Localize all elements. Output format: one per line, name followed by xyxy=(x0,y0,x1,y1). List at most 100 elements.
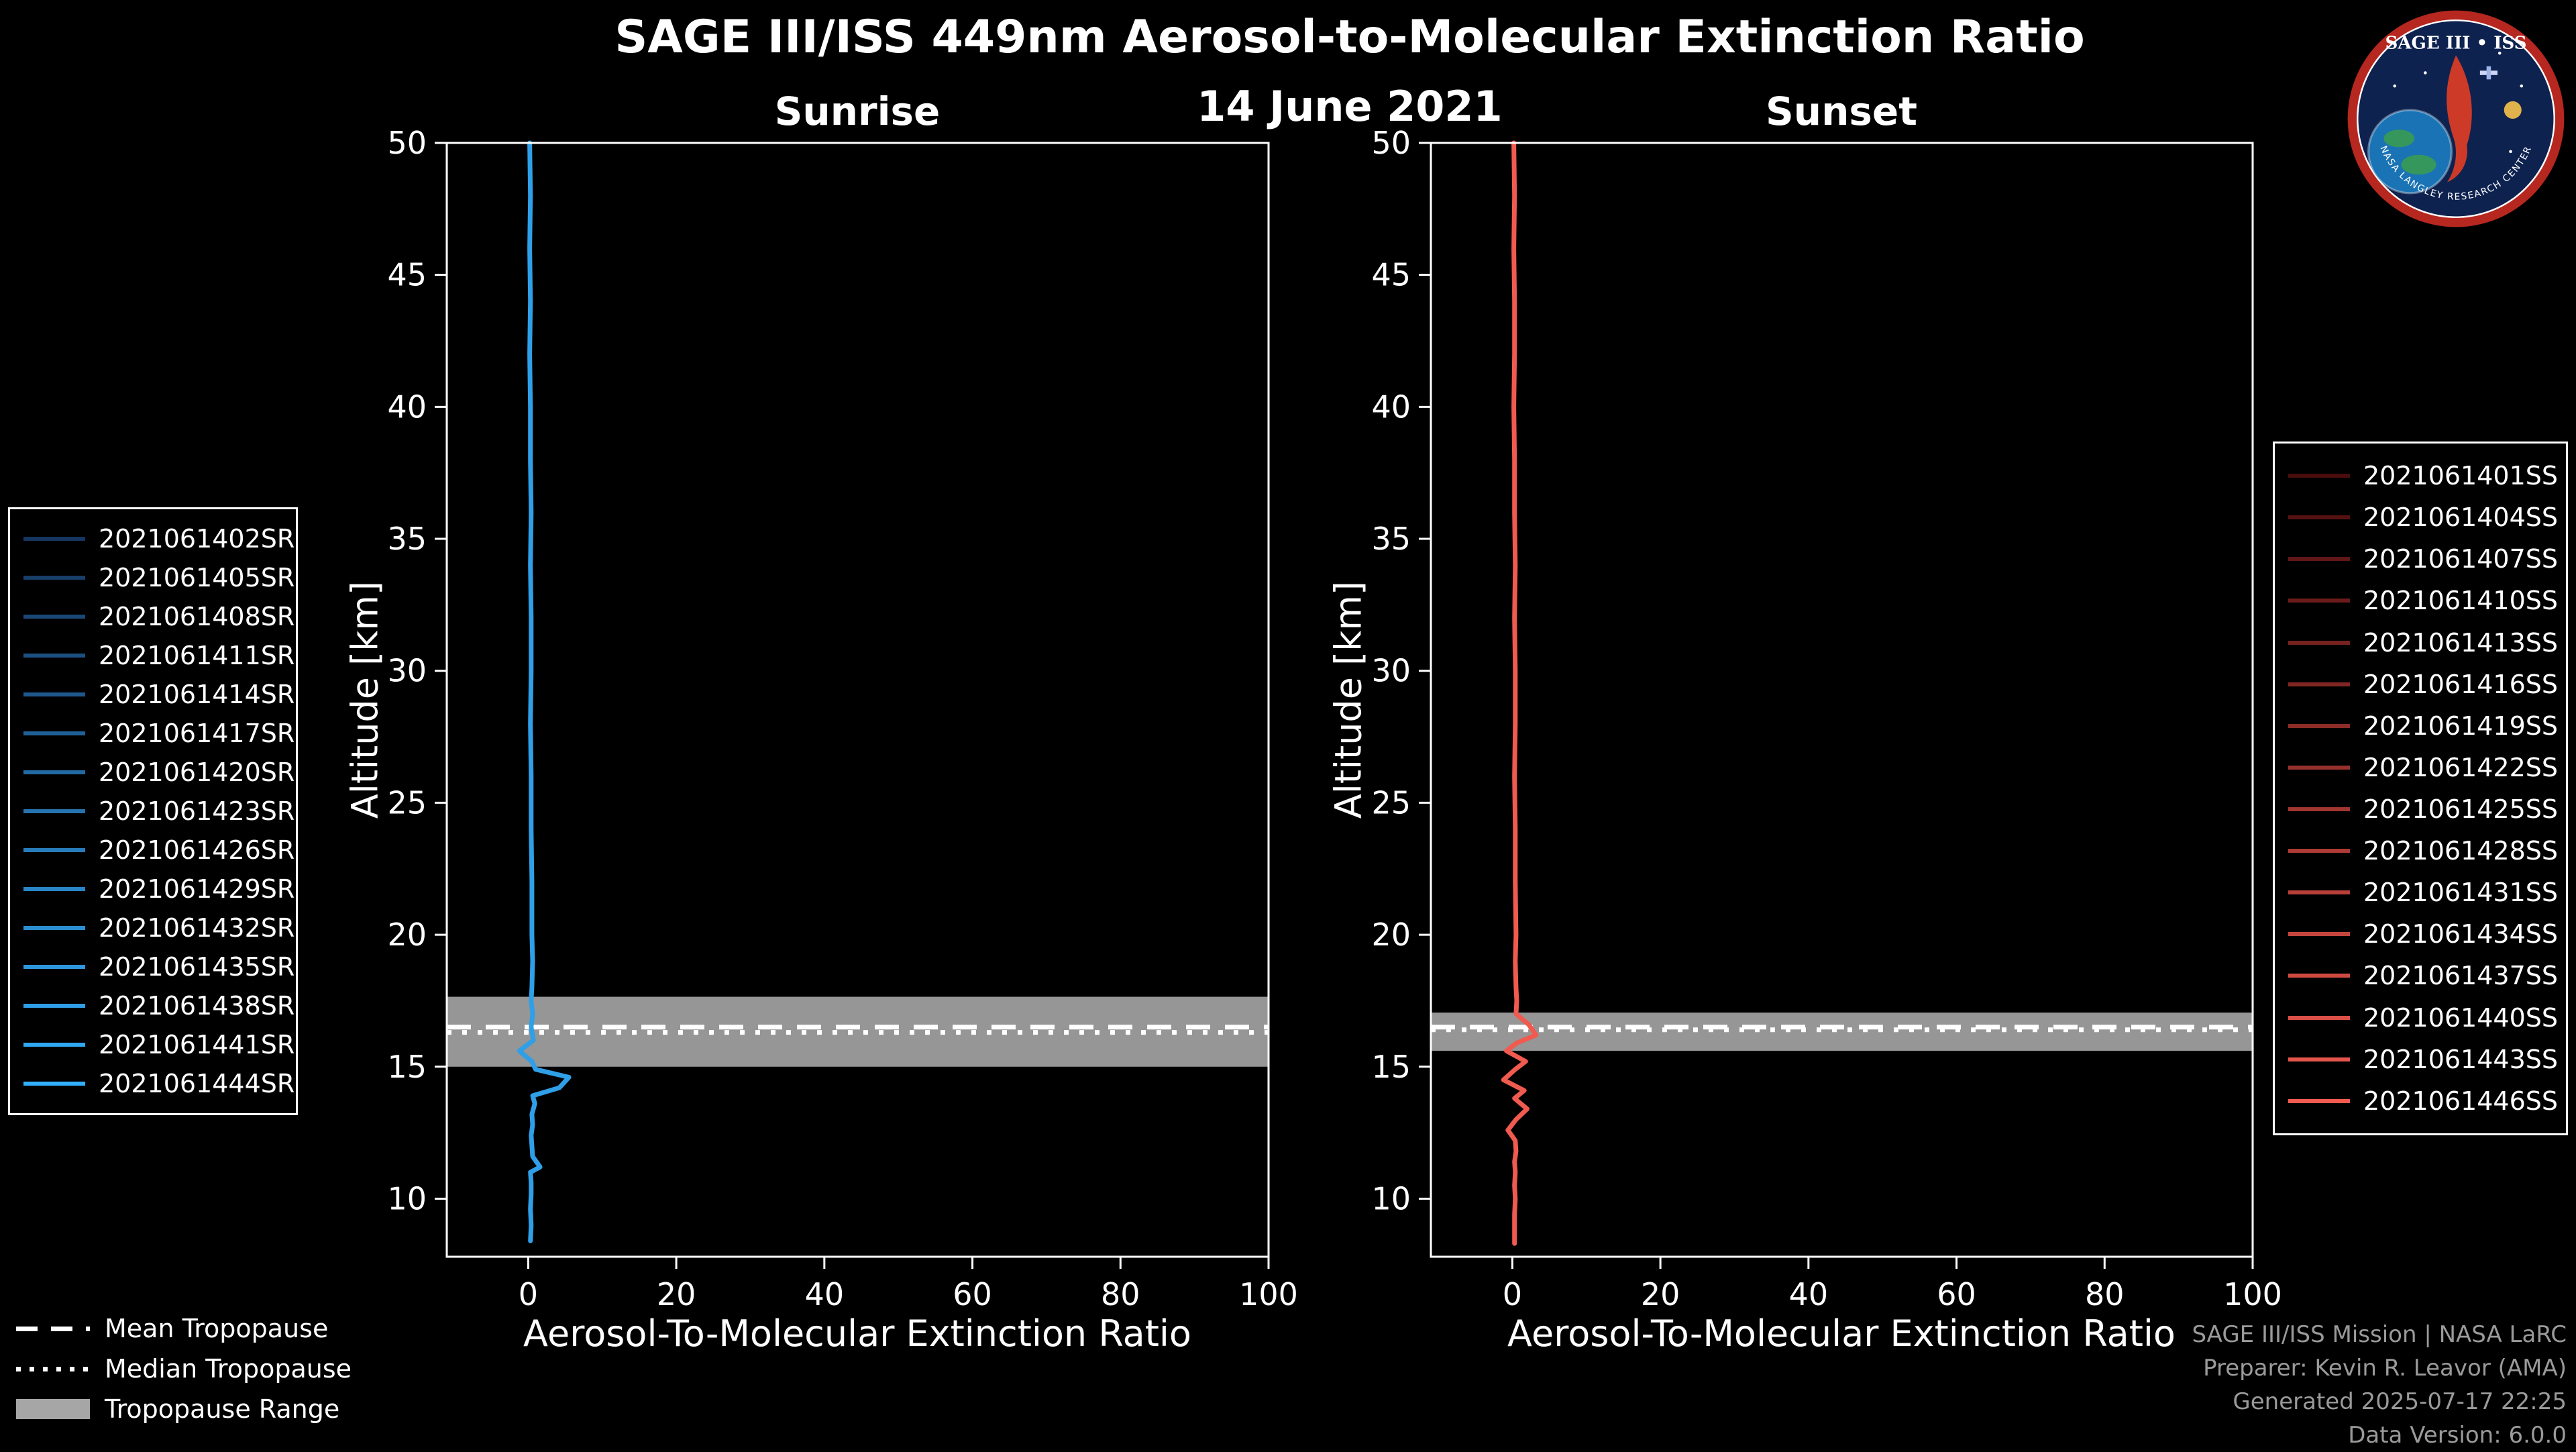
y-tick-label: 10 xyxy=(1371,1180,1411,1216)
x-tick-label: 0 xyxy=(1503,1276,1522,1312)
median-tropopause-label: Median Tropopause xyxy=(105,1354,352,1384)
mean-tropopause-dashed-swatch xyxy=(16,1326,90,1331)
legend-item: 2021061416SS xyxy=(2288,670,2566,699)
mean-tropopause-label: Mean Tropopause xyxy=(105,1314,329,1343)
legend-line-swatch xyxy=(2288,474,2350,478)
legend-line-swatch xyxy=(2288,640,2350,645)
legend-line-swatch xyxy=(2288,849,2350,853)
x-tick-label: 40 xyxy=(805,1276,845,1312)
legend-event-label: 2021061443SS xyxy=(2363,1044,2559,1074)
legend-event-label: 2021061425SS xyxy=(2363,794,2559,824)
legend-item: 2021061444SR xyxy=(23,1069,296,1098)
legend-item: 2021061426SR xyxy=(23,835,296,865)
y-tick-label: 15 xyxy=(1371,1049,1411,1085)
legend-line-swatch xyxy=(23,887,85,891)
legend-event-label: 2021061411SR xyxy=(99,641,295,670)
x-tick-label: 80 xyxy=(2085,1276,2125,1312)
legend-event-label: 2021061404SS xyxy=(2363,503,2559,533)
legend-line-swatch xyxy=(23,848,85,852)
legend-event-label: 2021061402SR xyxy=(99,524,295,554)
page-title: SAGE III/ISS 449nm Aerosol-to-Molecular … xyxy=(614,11,2085,64)
legend-line-swatch xyxy=(23,576,85,580)
sage-iii-iss-logo: SAGE III • ISS NASA LANGLEY RESEARCH CEN… xyxy=(2347,10,2565,227)
legend-line-swatch xyxy=(2288,682,2350,686)
generated-timestamp: Generated 2025-07-17 22:25 xyxy=(2233,1388,2567,1415)
sunset-plot-title: Sunset xyxy=(1766,89,1917,134)
sunrise-event-legend: 2021061402SR 2021061405SR 2021061408SR 2021… xyxy=(8,507,298,1115)
legend-item: 2021061440SS xyxy=(2288,1003,2566,1033)
y-tick-label: 35 xyxy=(387,521,427,557)
y-tick-label: 30 xyxy=(387,653,427,689)
legend-event-label: 2021061437SS xyxy=(2363,961,2559,991)
logo-iss-icon xyxy=(2479,66,2498,80)
legend-item: 2021061401SS xyxy=(2288,461,2566,490)
logo-moon-icon xyxy=(2504,101,2522,119)
legend-event-label: 2021061419SS xyxy=(2363,711,2559,741)
legend-line-swatch xyxy=(2288,1057,2350,1061)
legend-item: 2021061414SR xyxy=(23,680,296,709)
extinction-profile-line xyxy=(1501,140,1539,1246)
y-tick-label: 20 xyxy=(387,917,427,953)
legend-event-label: 2021061428SS xyxy=(2363,836,2559,866)
y-tick-label: 45 xyxy=(1371,257,1411,293)
logo-figure-icon xyxy=(2447,55,2472,183)
legend-item: 2021061441SR xyxy=(23,1030,296,1059)
logo-earth-icon xyxy=(2368,109,2452,193)
legend-item: 2021061405SR xyxy=(23,563,296,592)
legend-line-swatch xyxy=(23,1004,85,1008)
x-tick-label: 80 xyxy=(1101,1276,1140,1312)
legend-item: 2021061432SR xyxy=(23,913,296,943)
y-tick-label: 35 xyxy=(1371,521,1411,557)
median-tropopause-dotted-swatch xyxy=(16,1366,90,1371)
credits-block: SAGE III/ISS Mission | NASA LaRC Prepare… xyxy=(2192,1318,2567,1452)
sunset-y-axis-label: Altitude [km] xyxy=(1327,580,1370,819)
mission-credit: SAGE III/ISS Mission | NASA LaRC xyxy=(2192,1321,2567,1348)
sunrise-x-axis-label: Aerosol-To-Molecular Extinction Ratio xyxy=(523,1312,1191,1355)
legend-item: 2021061402SR xyxy=(23,524,296,554)
legend-item: 2021061413SS xyxy=(2288,628,2566,658)
legend-item: 2021061410SS xyxy=(2288,586,2566,615)
legend-event-label: 2021061432SR xyxy=(99,913,295,943)
x-tick-label: 100 xyxy=(1239,1276,1298,1312)
legend-line-swatch xyxy=(23,965,85,969)
legend-line-swatch xyxy=(2288,515,2350,520)
legend-item: 2021061428SS xyxy=(2288,836,2566,866)
tropopause-range-swatch xyxy=(16,1399,90,1419)
x-tick-label: 20 xyxy=(657,1276,696,1312)
legend-event-label: 2021061416SS xyxy=(2363,669,2559,699)
legend-event-label: 2021061417SR xyxy=(99,719,295,748)
legend-line-swatch xyxy=(23,537,85,541)
legend-item: 2021061423SR xyxy=(23,796,296,826)
legend-item: 2021061425SS xyxy=(2288,794,2566,824)
legend-line-swatch xyxy=(2288,723,2350,728)
y-tick-label: 40 xyxy=(387,388,427,425)
legend-line-swatch xyxy=(2288,932,2350,937)
legend-line-swatch xyxy=(2288,807,2350,811)
legend-item: 2021061407SS xyxy=(2288,544,2566,574)
legend-event-label: 2021061423SR xyxy=(99,796,295,826)
legend-event-label: 2021061408SR xyxy=(99,602,295,631)
legend-line-swatch xyxy=(2288,1015,2350,1020)
legend-line-swatch xyxy=(2288,1098,2350,1103)
legend-line-swatch xyxy=(2288,557,2350,562)
legend-line-swatch xyxy=(2288,599,2350,603)
plot-frame xyxy=(1430,142,2254,1258)
legend-event-label: 2021061420SR xyxy=(99,758,295,787)
x-tick-label: 60 xyxy=(953,1276,992,1312)
x-tick-label: 100 xyxy=(2223,1276,2282,1312)
mean-tropopause-legend-item: Mean Tropopause xyxy=(16,1308,352,1349)
legend-event-label: 2021061434SS xyxy=(2363,919,2559,949)
legend-event-label: 2021061426SR xyxy=(99,835,295,865)
legend-line-swatch xyxy=(23,692,85,696)
y-tick-label: 50 xyxy=(387,125,427,161)
preparer-credit: Preparer: Kevin R. Leavor (AMA) xyxy=(2203,1355,2567,1382)
legend-event-label: 2021061410SS xyxy=(2363,586,2559,616)
legend-item: 2021061434SS xyxy=(2288,919,2566,949)
legend-item: 2021061411SR xyxy=(23,641,296,670)
legend-event-label: 2021061438SR xyxy=(99,991,295,1021)
legend-event-label: 2021061446SS xyxy=(2363,1086,2559,1116)
legend-line-swatch xyxy=(23,1043,85,1047)
legend-line-swatch xyxy=(23,731,85,735)
legend-line-swatch xyxy=(23,770,85,774)
